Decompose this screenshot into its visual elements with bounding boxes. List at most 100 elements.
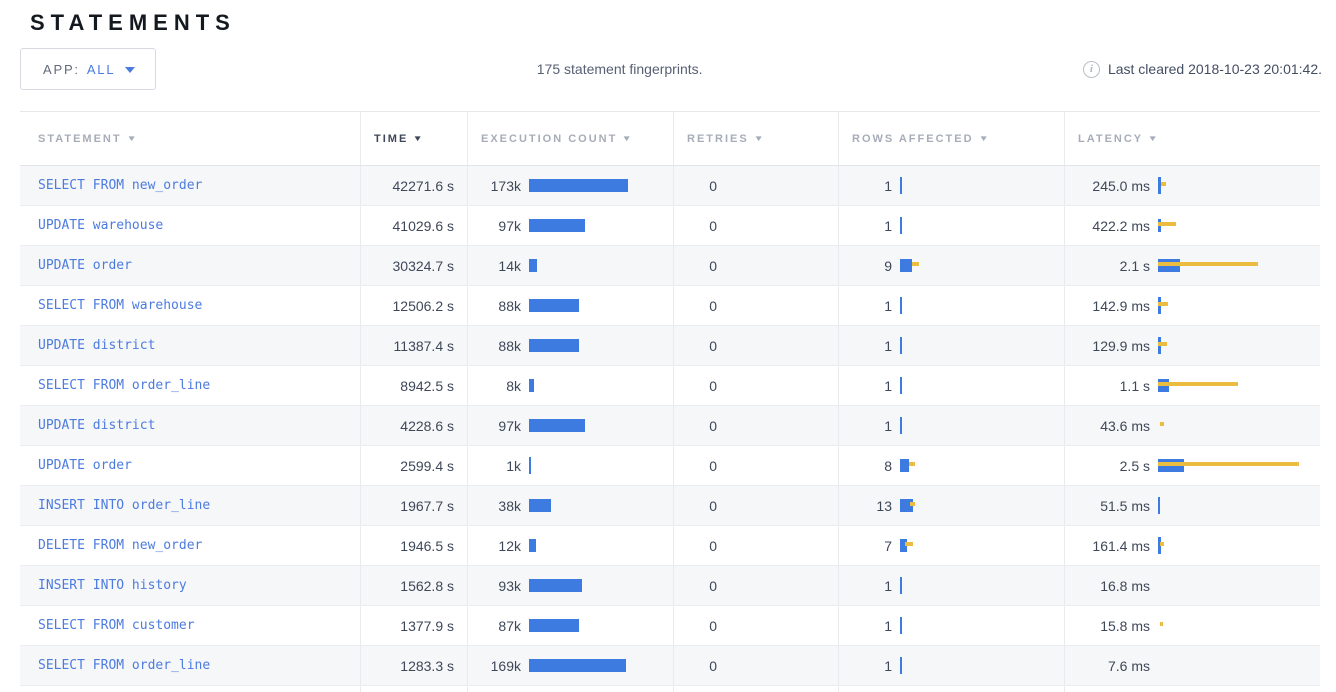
time-cell: 30324.7 s [360, 246, 467, 285]
statement-cell: INSERT INTO order_line [20, 486, 360, 525]
latency-stddev-bar [1160, 422, 1164, 426]
latency-cell: 2.5 s [1064, 446, 1320, 485]
execution-count-chart [529, 457, 673, 474]
statement-link[interactable]: UPDATE warehouse [38, 218, 164, 233]
rows-affected-mean-bar [900, 499, 913, 512]
latency-stddev-bar [1158, 462, 1299, 466]
rows-affected-mean-bar [900, 259, 912, 272]
retries-chart [725, 377, 838, 394]
rows-affected-stddev-bar [909, 462, 915, 466]
statement-link[interactable]: SELECT FROM warehouse [38, 298, 203, 313]
retries-cell-value: 0 [709, 417, 717, 434]
rows-affected-mean-bar [900, 539, 907, 552]
statement-link[interactable]: SELECT FROM customer [38, 618, 195, 633]
statement-link[interactable]: INSERT INTO order_line [38, 498, 211, 513]
latency-cell-value: 2.5 s [1119, 457, 1150, 474]
latency-cell-value: 1.1 s [1119, 377, 1150, 394]
rows-affected-cell-value: 7 [884, 537, 892, 554]
execution-count-cell-value: 12k [498, 537, 521, 554]
table-row-partial [20, 686, 1320, 692]
latency-cell: 1.1 s [1064, 366, 1320, 405]
time-cell: 1283.3 s [360, 646, 467, 685]
retries-cell-value: 0 [709, 177, 717, 194]
rows-affected-cell-value: 13 [876, 497, 892, 514]
execution-count-mean-bar [529, 659, 626, 672]
execution-count-mean-bar [529, 299, 579, 312]
statement-link[interactable]: DELETE FROM new_order [38, 538, 203, 553]
column-header-execution-count[interactable]: EXECUTION COUNT ▼ [467, 112, 673, 165]
latency-cell: 129.9 ms [1064, 326, 1320, 365]
info-icon[interactable]: i [1082, 60, 1100, 78]
table-row: INSERT INTO order_line 1967.7 s 38k 0 13 51.5… [20, 486, 1320, 526]
table-body: SELECT FROM new_order 42271.6 s 173k 0 1 245.… [20, 166, 1320, 692]
latency-cell-value: 43.6 ms [1100, 417, 1150, 434]
statement-cell: DELETE FROM new_order [20, 526, 360, 565]
rows-affected-cell: 1 [838, 606, 1064, 645]
rows-affected-chart [900, 617, 1064, 634]
execution-count-mean-bar [529, 457, 531, 474]
statement-link[interactable]: SELECT FROM order_line [38, 378, 211, 393]
rows-affected-mean-bar [900, 657, 902, 674]
latency-cell-value: 7.6 ms [1107, 657, 1150, 674]
column-header-latency[interactable]: LATENCY ▼ [1064, 112, 1320, 165]
retries-chart [725, 497, 838, 514]
execution-count-cell: 88k [467, 286, 673, 325]
rows-affected-cell-value: 1 [884, 577, 892, 594]
execution-count-mean-bar [529, 259, 537, 272]
execution-count-cell-value: 38k [498, 497, 521, 514]
rows-affected-mean-bar [900, 377, 902, 394]
statement-cell: SELECT FROM warehouse [20, 286, 360, 325]
latency-chart [1158, 577, 1320, 594]
column-header-statement[interactable]: STATEMENT ▼ [38, 132, 140, 145]
empty-cell [838, 686, 1064, 692]
column-header-rows-affected[interactable]: ROWS AFFECTED ▼ [838, 112, 1064, 165]
latency-cell: 422.2 ms [1064, 206, 1320, 245]
rows-affected-cell: 9 [838, 246, 1064, 285]
table-row: DELETE FROM new_order 1946.5 s 12k 0 7 161.4 … [20, 526, 1320, 566]
rows-affected-cell-value: 8 [884, 457, 892, 474]
rows-affected-cell: 1 [838, 286, 1064, 325]
latency-stddev-bar [1158, 342, 1167, 346]
retries-cell: 0 [673, 286, 838, 325]
sort-arrow-icon: ▼ [621, 134, 635, 143]
statement-cell: SELECT FROM customer [20, 606, 360, 645]
statement-link[interactable]: UPDATE district [38, 418, 156, 433]
statement-link[interactable]: UPDATE district [38, 338, 156, 353]
rows-affected-cell: 1 [838, 166, 1064, 205]
table-row: UPDATE district 4228.6 s 97k 0 1 43.6 ms [20, 406, 1320, 446]
statement-link[interactable]: SELECT FROM order_line [38, 658, 211, 673]
statement-link[interactable]: UPDATE order [38, 258, 132, 273]
retries-chart [725, 297, 838, 314]
app-filter-label: APP: [43, 61, 80, 77]
statement-count-summary: 175 statement fingerprints. [536, 61, 703, 77]
time-cell: 1377.9 s [360, 606, 467, 645]
statement-link[interactable]: SELECT FROM new_order [38, 178, 203, 193]
rows-affected-cell: 1 [838, 366, 1064, 405]
retries-chart [725, 657, 838, 674]
table-row: UPDATE order 2599.4 s 1k 0 8 2.5 s [20, 446, 1320, 486]
rows-affected-chart [900, 177, 1064, 194]
retries-cell: 0 [673, 446, 838, 485]
column-header-time[interactable]: TIME ▼ [360, 112, 467, 165]
statement-link[interactable]: INSERT INTO history [38, 578, 187, 593]
table-row: SELECT FROM warehouse 12506.2 s 88k 0 1 142.9… [20, 286, 1320, 326]
retries-chart [725, 537, 838, 554]
rows-affected-stddev-bar [912, 262, 919, 266]
latency-chart [1158, 417, 1320, 434]
execution-count-chart [529, 257, 673, 274]
rows-affected-chart [900, 657, 1064, 674]
retries-chart [725, 177, 838, 194]
column-header-retries[interactable]: RETRIES ▼ [673, 112, 838, 165]
latency-mean-bar [1158, 537, 1161, 554]
execution-count-cell: 8k [467, 366, 673, 405]
latency-stddev-bar [1161, 182, 1166, 186]
statement-link[interactable]: UPDATE order [38, 458, 132, 473]
table-row: SELECT FROM new_order 42271.6 s 173k 0 1 245.… [20, 166, 1320, 206]
retries-cell-value: 0 [709, 457, 717, 474]
execution-count-mean-bar [529, 419, 585, 432]
execution-count-chart [529, 177, 673, 194]
latency-chart [1158, 617, 1320, 634]
execution-count-cell-value: 8k [506, 377, 521, 394]
app-filter-dropdown[interactable]: APP: ALL [20, 48, 157, 90]
latency-cell-value: 15.8 ms [1100, 617, 1150, 634]
